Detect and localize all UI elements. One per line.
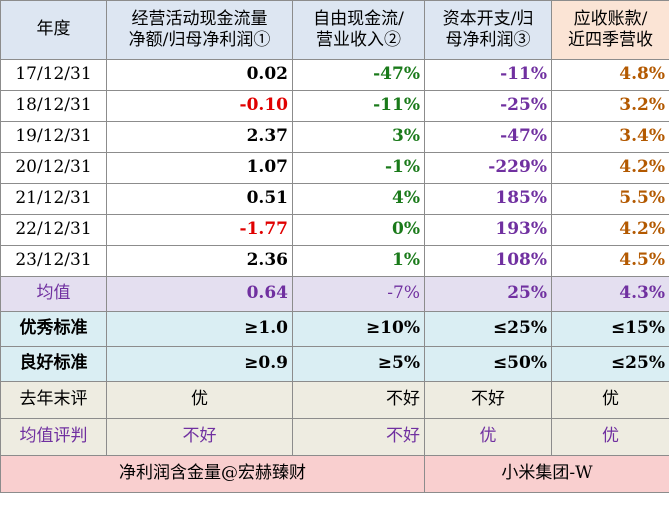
row-cashflow-ratio: -1.77 (106, 214, 293, 246)
row-receivable-ratio: 3.2% (551, 90, 669, 122)
row-capex-ratio: -47% (424, 121, 552, 153)
row-date: 20/12/31 (0, 152, 107, 184)
row-fcf-ratio: -11% (292, 90, 425, 122)
net-profit-quality-table: 年度 经营活动现金流量 净额/归母净利润① 自由现金流/ 营业收入② 资本开支/… (0, 0, 669, 493)
excellent-cashflow-ratio: ≥1.0 (106, 311, 293, 347)
average-eval-capex: 优 (424, 418, 552, 456)
header-col4-line1: 应收账款/ (573, 8, 648, 29)
good-capex-ratio: ≤50% (424, 346, 552, 382)
average-capex-ratio: 25% (424, 276, 552, 312)
row-date: 22/12/31 (0, 214, 107, 246)
row-fcf-ratio: 3% (292, 121, 425, 153)
good-standard-row: 良好标准 ≥0.9 ≥5% ≤50% ≤25% (0, 346, 669, 382)
row-cashflow-ratio: 2.37 (106, 121, 293, 153)
table-row: 23/12/31 2.36 1% 108% 4.5% (0, 245, 669, 277)
row-fcf-ratio: 4% (292, 183, 425, 215)
header-col3: 资本开支/归 母净利润③ (424, 0, 552, 60)
row-receivable-ratio: 4.2% (551, 152, 669, 184)
last-year-eval-cashflow: 优 (106, 381, 293, 419)
row-capex-ratio: -11% (424, 59, 552, 91)
last-year-eval-capex: 不好 (424, 381, 552, 419)
row-date: 17/12/31 (0, 59, 107, 91)
header-col1-line1: 经营活动现金流量 (131, 8, 268, 29)
average-eval-cashflow: 不好 (106, 418, 293, 456)
row-receivable-ratio: 3.4% (551, 121, 669, 153)
footer-company: 小米集团-W (424, 455, 669, 493)
average-label: 均值 (0, 276, 107, 312)
row-capex-ratio: -25% (424, 90, 552, 122)
header-col2: 自由现金流/ 营业收入② (292, 0, 425, 60)
table-row: 19/12/31 2.37 3% -47% 3.4% (0, 121, 669, 153)
header-col2-line2: 营业收入② (316, 30, 401, 50)
row-fcf-ratio: 1% (292, 245, 425, 277)
last-year-eval-row: 去年末评 优 不好 不好 优 (0, 381, 669, 419)
average-fcf-ratio: -7% (292, 276, 425, 312)
excellent-label: 优秀标准 (0, 311, 107, 347)
header-row: 年度 经营活动现金流量 净额/归母净利润① 自由现金流/ 营业收入② 资本开支/… (0, 0, 669, 60)
last-year-eval-receivable: 优 (551, 381, 669, 419)
row-date: 21/12/31 (0, 183, 107, 215)
row-capex-ratio: -229% (424, 152, 552, 184)
excellent-standard-row: 优秀标准 ≥1.0 ≥10% ≤25% ≤15% (0, 311, 669, 347)
table-row: 22/12/31 -1.77 0% 193% 4.2% (0, 214, 669, 246)
table-row: 21/12/31 0.51 4% 185% 5.5% (0, 183, 669, 215)
row-receivable-ratio: 4.5% (551, 245, 669, 277)
average-eval-row: 均值评判 不好 不好 优 优 (0, 418, 669, 456)
footer-source: 净利润含金量@宏赫臻财 (0, 455, 425, 493)
table-row: 17/12/31 0.02 -47% -11% 4.8% (0, 59, 669, 91)
average-eval-receivable: 优 (551, 418, 669, 456)
row-date: 23/12/31 (0, 245, 107, 277)
good-receivable-ratio: ≤25% (551, 346, 669, 382)
header-col2-line1: 自由现金流/ (313, 8, 404, 29)
good-cashflow-ratio: ≥0.9 (106, 346, 293, 382)
row-capex-ratio: 185% (424, 183, 552, 215)
header-col3-line1: 资本开支/归 (442, 8, 534, 29)
row-cashflow-ratio: 0.51 (106, 183, 293, 215)
average-receivable-ratio: 4.3% (551, 276, 669, 312)
row-cashflow-ratio: 2.36 (106, 245, 293, 277)
row-capex-ratio: 108% (424, 245, 552, 277)
row-fcf-ratio: 0% (292, 214, 425, 246)
row-receivable-ratio: 5.5% (551, 183, 669, 215)
excellent-capex-ratio: ≤25% (424, 311, 552, 347)
excellent-receivable-ratio: ≤15% (551, 311, 669, 347)
row-fcf-ratio: -1% (292, 152, 425, 184)
row-receivable-ratio: 4.8% (551, 59, 669, 91)
last-year-eval-label: 去年末评 (0, 381, 107, 419)
good-fcf-ratio: ≥5% (292, 346, 425, 382)
row-cashflow-ratio: 0.02 (106, 59, 293, 91)
excellent-fcf-ratio: ≥10% (292, 311, 425, 347)
header-year: 年度 (0, 0, 107, 60)
header-col4-line2: 近四季营收 (568, 30, 653, 50)
row-capex-ratio: 193% (424, 214, 552, 246)
row-fcf-ratio: -47% (292, 59, 425, 91)
footer-row: 净利润含金量@宏赫臻财 小米集团-W (0, 455, 669, 493)
table-row: 18/12/31 -0.10 -11% -25% 3.2% (0, 90, 669, 122)
last-year-eval-fcf: 不好 (292, 381, 425, 419)
average-eval-label: 均值评判 (0, 418, 107, 456)
row-receivable-ratio: 4.2% (551, 214, 669, 246)
row-cashflow-ratio: 1.07 (106, 152, 293, 184)
row-date: 19/12/31 (0, 121, 107, 153)
row-date: 18/12/31 (0, 90, 107, 122)
header-col1-line2: 净额/归母净利润① (128, 30, 271, 50)
header-col1: 经营活动现金流量 净额/归母净利润① (106, 0, 293, 60)
average-row: 均值 0.64 -7% 25% 4.3% (0, 276, 669, 312)
row-cashflow-ratio: -0.10 (106, 90, 293, 122)
header-col3-line2: 母净利润③ (445, 30, 531, 50)
table-row: 20/12/31 1.07 -1% -229% 4.2% (0, 152, 669, 184)
average-eval-fcf: 不好 (292, 418, 425, 456)
average-cashflow-ratio: 0.64 (106, 276, 293, 312)
good-label: 良好标准 (0, 346, 107, 382)
header-col4: 应收账款/ 近四季营收 (551, 0, 669, 60)
